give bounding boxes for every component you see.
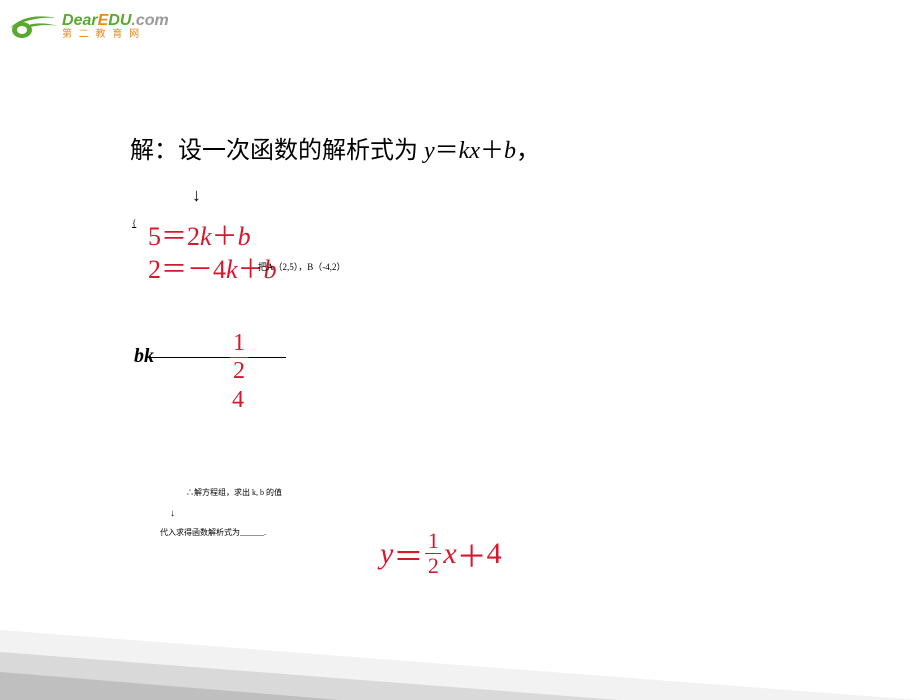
logo-du: DU [108, 12, 131, 29]
var-y: y [424, 138, 435, 164]
final-fraction: 12 [425, 530, 441, 577]
equation-1: 5＝2k＋b [148, 220, 830, 253]
op-plus: ＋ [480, 138, 504, 164]
final-frac-den: 2 [428, 555, 439, 577]
final-answer: y＝12x＋4 [380, 530, 502, 577]
text-pre: 解：设一次函数的解析式为 [130, 138, 424, 164]
logo-com: com [136, 12, 169, 29]
mid-underline [146, 357, 286, 358]
bottom-decoration [0, 610, 920, 700]
tiny-step-1: ∴解方程组，求出 k, b 的值 [186, 487, 830, 498]
site-logo: DearEDU.com 第 二 教 育 网 [8, 8, 169, 44]
logo-swoosh-icon [8, 8, 60, 44]
final-eq: ＝ [393, 532, 423, 576]
slide-content: 解：设一次函数的解析式为 y＝kx＋b， ↓ { 5＝2k＋b 2＝－4k＋b … [130, 130, 830, 538]
var-k: k [459, 138, 470, 164]
faint-points: 把A（2,5），B（-4,2） [258, 260, 346, 273]
equation-system: 5＝2k＋b 2＝－4k＋b 把A（2,5），B（-4,2） [148, 220, 830, 287]
eq1-b: b [238, 222, 251, 251]
eq1-2: 2 [187, 222, 200, 251]
logo-d: D [62, 12, 74, 29]
eq2-eq: ＝ [161, 255, 187, 284]
logo-brand: DearEDU.com [62, 13, 169, 29]
eq2-2: 2 [148, 255, 161, 284]
equation-2: 2＝－4k＋b [148, 253, 830, 286]
eq1-plus: ＋ [212, 222, 238, 251]
logo-e: E [98, 12, 109, 29]
logo-subtitle: 第 二 教 育 网 [62, 30, 169, 40]
var-b: b [504, 138, 516, 164]
solution-line-1: 解：设一次函数的解析式为 y＝kx＋b， [130, 130, 830, 165]
brace-char: { [132, 218, 136, 228]
final-y: y [380, 537, 393, 571]
eq2-k: k [226, 255, 238, 284]
eq1-5: 5 [148, 222, 161, 251]
tiny-down-arrow: ↓ [170, 508, 830, 519]
solution-values: bk 1 2 4 [134, 337, 830, 417]
final-x: x [443, 537, 456, 571]
value-4: 4 [232, 387, 244, 414]
fraction-half: 1 2 [230, 331, 248, 384]
var-x: x [469, 138, 480, 164]
op-eq: ＝ [435, 138, 459, 164]
eq2-neg: － [187, 255, 213, 284]
frac-den: 2 [233, 358, 245, 384]
down-arrow-1: ↓ [192, 185, 830, 206]
frac-num: 1 [233, 330, 245, 356]
final-4: 4 [487, 537, 502, 571]
eq1-k: k [200, 222, 212, 251]
final-frac-num: 1 [428, 530, 439, 552]
logo-text: DearEDU.com 第 二 教 育 网 [62, 13, 169, 40]
final-plus: ＋ [457, 532, 487, 576]
eq2-4: 4 [213, 255, 226, 284]
eq1-eq: ＝ [161, 222, 187, 251]
comma: ， [516, 138, 540, 164]
logo-ear: ear [74, 12, 98, 29]
